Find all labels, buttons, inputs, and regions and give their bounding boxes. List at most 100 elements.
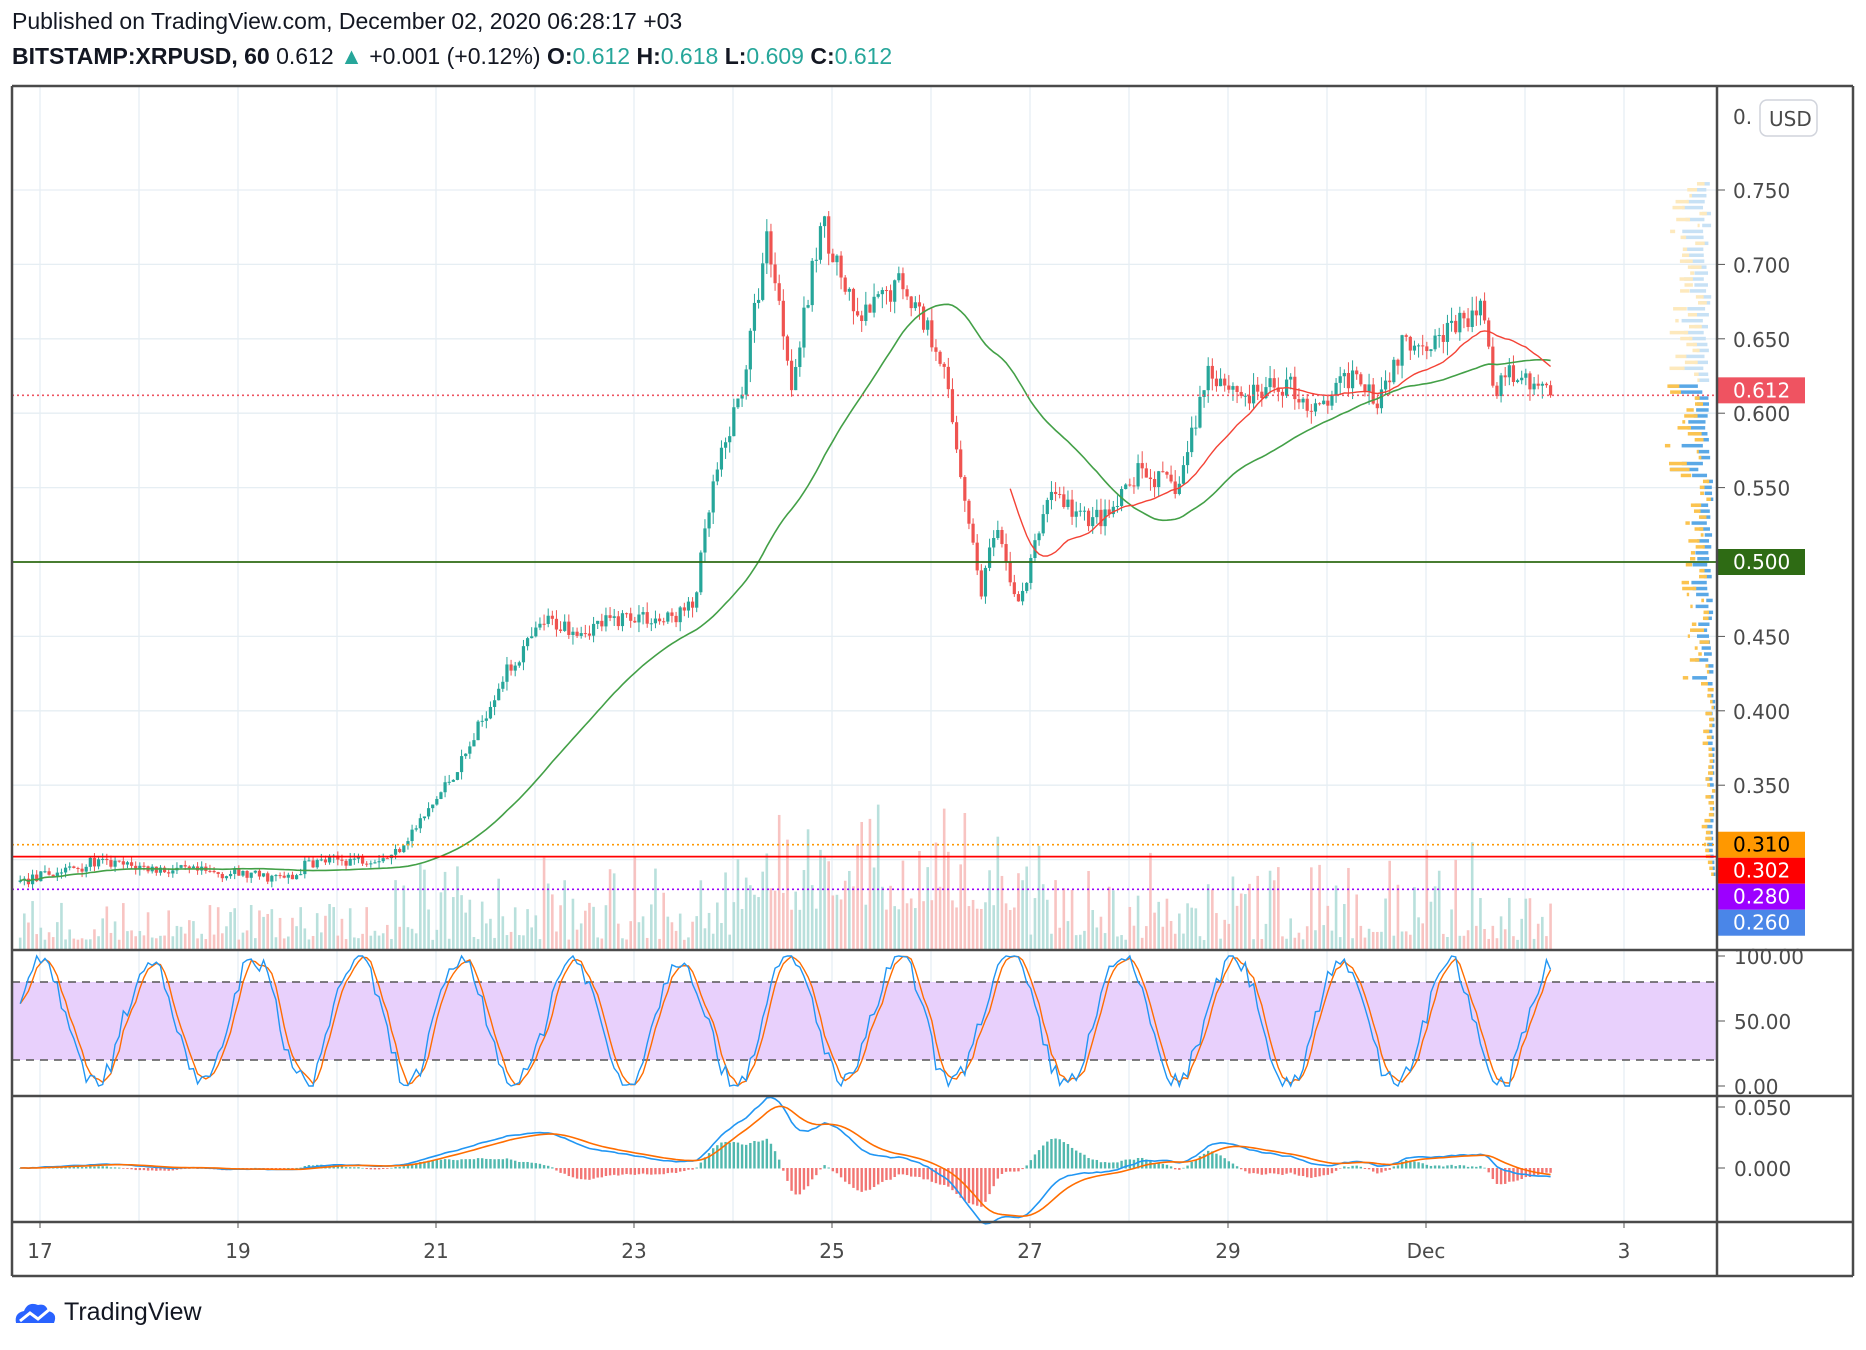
candle-body	[1367, 384, 1371, 392]
candle-body	[1528, 373, 1532, 390]
volume-bar	[1516, 939, 1519, 950]
candle-body	[1029, 558, 1033, 583]
volume-bar	[909, 898, 913, 950]
high-label: H:	[636, 43, 661, 69]
symbol-name[interactable]: BITSTAMP:XRPUSD, 60	[12, 43, 270, 69]
candle-body	[1363, 384, 1367, 392]
macd-histogram-bar	[1169, 1166, 1173, 1169]
volume-bar	[749, 885, 752, 950]
volume-bar	[542, 857, 546, 950]
macd-histogram-bar	[596, 1168, 599, 1178]
macd-histogram-bar	[105, 1166, 109, 1169]
volume-profile-bar-down	[1682, 253, 1690, 257]
volume-bar	[1070, 889, 1074, 950]
candle-body	[179, 865, 183, 868]
macd-histogram-bar	[794, 1168, 797, 1195]
candle-body	[653, 618, 658, 624]
macd-histogram-bar	[563, 1168, 566, 1174]
volume-bar	[674, 930, 678, 950]
tradingview-logo[interactable]: TradingView	[12, 1298, 202, 1327]
candle-body	[538, 623, 542, 628]
candle-body	[1326, 400, 1330, 406]
volume-bar	[1363, 937, 1367, 950]
macd-histogram-bar	[1256, 1168, 1259, 1174]
volume-bar	[1256, 875, 1259, 950]
macd-histogram-bar	[584, 1168, 587, 1180]
volume-profile-bar-up	[1701, 646, 1711, 650]
macd-histogram-bar	[1433, 1165, 1437, 1169]
volume-bar	[23, 913, 26, 950]
volume-bar	[835, 894, 839, 950]
macd-histogram-bar	[1388, 1168, 1391, 1170]
volume-bar	[233, 908, 236, 950]
price-level-label: 0.302	[1733, 859, 1790, 883]
candle-body	[1058, 494, 1062, 496]
volume-profile-bar-down	[1682, 676, 1689, 680]
volume-bar	[1029, 934, 1033, 950]
volume-profile-bar-down	[1689, 193, 1692, 198]
moving-average-slow-line	[20, 303, 1551, 882]
volume-bar	[1285, 938, 1288, 950]
volume-bar	[823, 856, 826, 950]
volume-bar	[699, 880, 703, 950]
candle-body	[1346, 373, 1351, 389]
macd-histogram-bar	[448, 1159, 451, 1169]
macd-histogram-bar	[1021, 1168, 1024, 1170]
candle-body	[806, 305, 810, 308]
candle-body	[542, 623, 546, 625]
macd-histogram-bar	[757, 1141, 760, 1169]
candle-body	[105, 858, 109, 861]
macd-histogram-bar	[872, 1168, 876, 1188]
volume-bar	[274, 937, 278, 950]
macd-histogram-bar	[365, 1168, 368, 1170]
candle-body	[1289, 376, 1293, 380]
macd-histogram-bar	[625, 1168, 628, 1175]
macd-histogram-bar	[1458, 1165, 1462, 1169]
macd-histogram-bar	[1462, 1165, 1466, 1169]
volume-bar	[1050, 933, 1053, 950]
macd-histogram-bar	[514, 1160, 517, 1169]
volume-bar	[707, 912, 711, 950]
candle-body	[1223, 378, 1227, 386]
volume-bar	[575, 929, 579, 950]
volume-bar	[1252, 939, 1255, 950]
volume-bar	[1359, 925, 1363, 950]
macd-histogram-bar	[534, 1163, 538, 1169]
candle-body	[187, 866, 191, 869]
candle-body	[1152, 479, 1157, 488]
volume-bar	[513, 907, 517, 950]
volume-profile-bar-down	[1707, 783, 1711, 787]
candle-body	[1037, 533, 1041, 541]
candle-body	[761, 263, 765, 300]
volume-bar	[1388, 860, 1391, 950]
volume-profile-bar-down	[1702, 616, 1709, 621]
volume-profile-bar-up	[1702, 295, 1712, 299]
volume-profile-bar-up	[1681, 461, 1703, 466]
currency-button[interactable]: USD	[1759, 99, 1818, 137]
macd-histogram-bar	[1202, 1153, 1206, 1169]
candle-body	[711, 481, 715, 513]
candle-body	[270, 875, 274, 882]
volume-bar	[1215, 913, 1218, 950]
volume-bar	[988, 870, 991, 950]
volume-bar	[1297, 932, 1301, 950]
volume-bar	[678, 913, 682, 950]
candle-body	[51, 874, 55, 877]
candle-body	[472, 740, 476, 747]
candle-body	[777, 283, 781, 301]
candle-body	[117, 860, 121, 862]
volume-bar	[84, 939, 88, 950]
macd-histogram-bar	[1075, 1150, 1078, 1169]
volume-bar	[1124, 939, 1127, 950]
volume-bar	[117, 939, 121, 950]
volume-bar	[1128, 906, 1132, 950]
volume-bar	[885, 909, 888, 950]
candle-body	[451, 779, 455, 782]
volume-bar	[1149, 852, 1152, 950]
candle-body	[814, 259, 818, 261]
volume-profile-bar-down	[1676, 217, 1691, 222]
macd-histogram-bar	[427, 1160, 430, 1169]
candle-body	[505, 664, 509, 682]
volume-profile-bar-up	[1695, 396, 1709, 400]
